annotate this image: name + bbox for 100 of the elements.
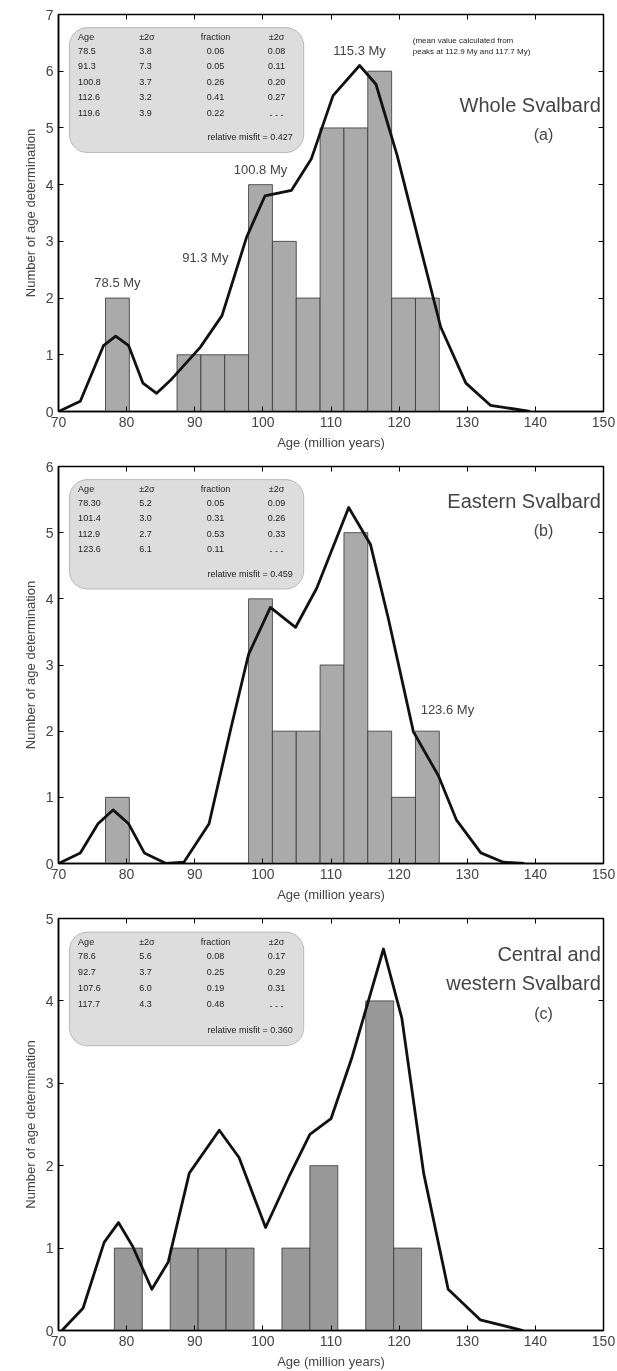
annotation: 0.17 [267,951,286,962]
annotation: 0.26 [267,513,286,524]
x-tick-label: 120 [387,413,412,430]
y-tick-label: 1 [45,789,54,806]
annotation: 100.8 [78,76,101,87]
annotation: 3.0 [139,513,152,524]
annotation: 117.7 [78,999,100,1010]
y-tick-label: 4 [45,176,54,193]
x-tick-label: 130 [455,413,480,430]
y-tick-label: 3 [45,657,54,673]
x-tick-label: 110 [319,865,343,882]
y-tick-label: 4 [45,992,54,1009]
annotation: 78.5 [78,45,96,56]
annotation: 0.31 [267,983,286,994]
annotation: 0.05 [206,61,225,72]
annotation: 92.7 [78,967,96,978]
annotation: 112.9 [78,528,100,539]
annotation: Age [78,937,95,948]
annotation: 0.25 [206,967,225,978]
y-tick-label: 0 [45,855,54,872]
y-axis-title: Number of age determination [22,128,38,298]
annotation: 0.08 [267,45,286,56]
text: (c) [534,1005,553,1023]
annotation: 3.7 [139,967,152,978]
x-tick-label: 100 [251,1332,275,1349]
x-tick-label: 100 [251,865,275,882]
annotation: 3.2 [139,92,152,103]
annotation: (mean value calculated from peaks at 112.9 My and 117.7 My) [412,36,531,57]
annotation: 119.6 [78,107,100,118]
annotation: 0.11 [207,544,224,555]
annotation: 0.09 [267,497,286,508]
annotation: fraction [200,484,231,495]
x-tick-label: 110 [319,413,343,430]
annotation: ±2σ [268,937,285,948]
annotation: 3.7 [139,76,152,87]
annotation: ±2σ [139,32,156,43]
annotation: 6.0 [139,983,152,994]
y-tick-label: 1 [45,1240,54,1257]
x-tick-label: 90 [186,413,203,430]
annotation: 115.3 My [333,42,387,58]
annotation: relative misfit = 0.427 [207,132,293,143]
annotation: 78.30 [78,497,101,508]
annotation: - - - [269,1001,284,1012]
annotation: 123.6 My [420,702,475,718]
annotation: 91.3 [78,61,96,72]
x-tick-label: 80 [118,413,135,430]
annotation: 78.5 My [94,275,142,291]
text: Central and western Svalbard [445,943,601,995]
annotation: 78.6 [78,951,96,962]
y-tick-label: 6 [45,458,54,475]
y-tick-label: 2 [45,290,54,307]
annotation: Age [78,484,95,495]
text: (a) [533,125,554,143]
annotation: 6.1 [139,544,152,555]
y-axis-title: Number of age determination [22,580,38,750]
annotation: - - - [269,109,284,120]
annotation: 2.7 [139,528,152,539]
annotation: 4.3 [139,999,152,1010]
annotation: 91.3 My [182,250,229,266]
y-tick-label: 6 [45,63,54,80]
x-tick-label: 90 [186,865,203,882]
annotation: 5.6 [139,951,152,962]
annotation: 0.08 [206,951,225,962]
annotation: 7.3 [139,61,152,72]
x-axis-title: Age (million years) [277,434,385,450]
annotation: ±2σ [139,937,156,948]
annotation: 0.20 [267,76,286,87]
x-tick-label: 150 [591,413,616,430]
x-tick-label: 150 [591,865,616,882]
y-axis-title: Number of age determination [22,1040,38,1209]
annotation: 0.53 [206,528,225,539]
y-tick-label: 1 [45,346,54,363]
y-tick-label: 3 [45,233,54,250]
annotation: 0.19 [206,983,225,994]
annotation: 0.26 [206,76,225,87]
annotation: - - - [269,546,284,557]
annotation: 100.8 My [233,161,288,177]
annotation: 0.27 [267,92,286,103]
x-tick-label: 90 [186,1332,203,1349]
x-tick-label: 80 [118,1332,135,1349]
annotation: 0.06 [206,45,225,56]
y-tick-label: 3 [45,1075,54,1092]
x-tick-label: 120 [387,865,412,882]
x-axis-title: Age (million years) [277,886,385,902]
y-tick-label: 7 [45,6,54,23]
annotation: 5.2 [139,497,152,508]
annotation: 101.4 [78,513,101,524]
annotation: 0.31 [206,513,225,524]
x-tick-label: 80 [118,865,135,882]
annotation: 0.41 [206,92,225,103]
annotation: 123.6 [78,544,101,555]
x-axis-title: Age (million years) [277,1353,385,1369]
annotation: fraction [200,32,231,43]
annotation: ±2σ [268,484,285,495]
annotation: 0.48 [206,999,225,1010]
annotation: relative misfit = 0.459 [207,568,293,579]
text: Eastern Svalbard [447,490,601,513]
x-tick-label: 110 [319,1332,343,1349]
y-tick-label: 0 [45,1322,54,1339]
annotation: 3.8 [139,45,152,56]
